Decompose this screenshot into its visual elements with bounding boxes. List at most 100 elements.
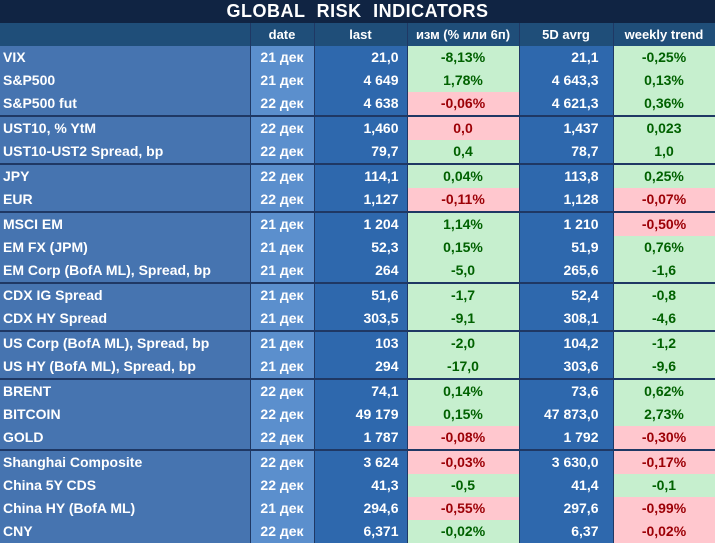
indicator-name: S&P500: [0, 69, 251, 92]
header-5d-average: 5D avrg: [519, 23, 614, 46]
last-value-cell: 49 179: [314, 403, 408, 426]
date-cell: 21 дек: [250, 330, 315, 355]
five-day-average-cell: 52,4: [519, 282, 614, 307]
five-day-average-cell: 1 210: [519, 211, 614, 236]
indicator-name: MSCI EM: [0, 211, 251, 236]
five-day-average-cell: 21,1: [519, 46, 614, 69]
indicator-name: EM Corp (BofA ML), Spread, bp: [0, 259, 251, 283]
five-day-average-cell: 78,7: [519, 140, 614, 164]
date-cell: 21 дек: [250, 46, 315, 69]
five-day-average-cell: 1,128: [519, 188, 614, 212]
table-row: UST10-UST2 Spread, bp 22 дек 79,7 0,4 78,7 1,…: [0, 140, 715, 164]
change-cell: 1,14%: [407, 211, 520, 236]
date-cell: 22 дек: [250, 140, 315, 164]
indicator-name: BRENT: [0, 378, 251, 403]
last-value-cell: 79,7: [314, 140, 408, 164]
date-cell: 21 дек: [250, 307, 315, 331]
date-cell: 22 дек: [250, 188, 315, 212]
five-day-average-cell: 41,4: [519, 474, 614, 497]
indicator-name: UST10-UST2 Spread, bp: [0, 140, 251, 164]
weekly-trend-cell: 2,73%: [613, 403, 715, 426]
sheet-title: GLOBAL RISK INDICATORS: [0, 0, 715, 23]
indicator-name: UST10, % YtM: [0, 115, 251, 140]
date-cell: 22 дек: [250, 92, 315, 116]
date-cell: 21 дек: [250, 236, 315, 259]
table-row: CDX HY Spread 21 дек 303,5 -9,1 308,1 -4,6: [0, 307, 715, 331]
table-row: JPY 22 дек 114,1 0,04% 113,8 0,25%: [0, 163, 715, 188]
weekly-trend-cell: -0,1: [613, 474, 715, 497]
date-cell: 22 дек: [250, 426, 315, 450]
weekly-trend-cell: 1,0: [613, 140, 715, 164]
last-value-cell: 294,6: [314, 497, 408, 520]
table-row: EM FX (JPM) 21 дек 52,3 0,15% 51,9 0,76%: [0, 236, 715, 259]
indicator-name: EUR: [0, 188, 251, 212]
table-row: MSCI EM 21 дек 1 204 1,14% 1 210 -0,50%: [0, 211, 715, 236]
date-cell: 22 дек: [250, 520, 315, 543]
last-value-cell: 4 638: [314, 92, 408, 116]
weekly-trend-cell: -0,8: [613, 282, 715, 307]
change-cell: -0,55%: [407, 497, 520, 520]
last-value-cell: 4 649: [314, 69, 408, 92]
weekly-trend-cell: 0,25%: [613, 163, 715, 188]
weekly-trend-cell: 0,13%: [613, 69, 715, 92]
last-value-cell: 294: [314, 355, 408, 379]
date-cell: 22 дек: [250, 474, 315, 497]
indicator-name: China HY (BofA ML): [0, 497, 251, 520]
five-day-average-cell: 51,9: [519, 236, 614, 259]
weekly-trend-cell: -0,50%: [613, 211, 715, 236]
last-value-cell: 6,371: [314, 520, 408, 543]
weekly-trend-cell: -0,07%: [613, 188, 715, 212]
date-cell: 21 дек: [250, 282, 315, 307]
indicators-table: date last изм (% или 6п) 5D avrg weekly …: [0, 23, 715, 543]
indicator-name: CDX HY Spread: [0, 307, 251, 331]
change-cell: 0,4: [407, 140, 520, 164]
indicator-name: US Corp (BofA ML), Spread, bp: [0, 330, 251, 355]
date-cell: 21 дек: [250, 259, 315, 283]
table-row: China HY (BofA ML) 21 дек 294,6 -0,55% 297,6…: [0, 497, 715, 520]
last-value-cell: 1 787: [314, 426, 408, 450]
five-day-average-cell: 3 630,0: [519, 449, 614, 474]
date-cell: 22 дек: [250, 403, 315, 426]
change-cell: 0,15%: [407, 403, 520, 426]
indicator-name: China 5Y CDS: [0, 474, 251, 497]
last-value-cell: 52,3: [314, 236, 408, 259]
change-cell: -5,0: [407, 259, 520, 283]
weekly-trend-cell: -9,6: [613, 355, 715, 379]
change-cell: -0,5: [407, 474, 520, 497]
change-cell: 0,0: [407, 115, 520, 140]
change-cell: -8,13%: [407, 46, 520, 69]
last-value-cell: 41,3: [314, 474, 408, 497]
weekly-trend-cell: -1,6: [613, 259, 715, 283]
five-day-average-cell: 297,6: [519, 497, 614, 520]
indicator-name: VIX: [0, 46, 251, 69]
table-row: China 5Y CDS 22 дек 41,3 -0,5 41,4 -0,1: [0, 474, 715, 497]
table-row: S&P500 21 дек 4 649 1,78% 4 643,3 0,13%: [0, 69, 715, 92]
change-cell: 0,14%: [407, 378, 520, 403]
header-indicator: [0, 23, 251, 46]
indicator-name: CDX IG Spread: [0, 282, 251, 307]
last-value-cell: 264: [314, 259, 408, 283]
five-day-average-cell: 104,2: [519, 330, 614, 355]
table-row: CNY 22 дек 6,371 -0,02% 6,37 -0,02%: [0, 520, 715, 543]
five-day-average-cell: 308,1: [519, 307, 614, 331]
header-weekly-trend: weekly trend: [613, 23, 715, 46]
last-value-cell: 1 204: [314, 211, 408, 236]
weekly-trend-cell: 0,36%: [613, 92, 715, 116]
table-row: US Corp (BofA ML), Spread, bp 21 дек 103 -2…: [0, 330, 715, 355]
indicator-name: EM FX (JPM): [0, 236, 251, 259]
weekly-trend-cell: -0,17%: [613, 449, 715, 474]
change-cell: -0,08%: [407, 426, 520, 450]
header-row: date last изм (% или 6п) 5D avrg weekly …: [0, 23, 715, 46]
table-row: CDX IG Spread 21 дек 51,6 -1,7 52,4 -0,8: [0, 282, 715, 307]
weekly-trend-cell: -0,99%: [613, 497, 715, 520]
table-row: S&P500 fut 22 дек 4 638 -0,06% 4 621,3 0,36%: [0, 92, 715, 116]
indicator-name: JPY: [0, 163, 251, 188]
last-value-cell: 21,0: [314, 46, 408, 69]
date-cell: 22 дек: [250, 378, 315, 403]
table-row: GOLD 22 дек 1 787 -0,08% 1 792 -0,30%: [0, 426, 715, 450]
change-cell: -2,0: [407, 330, 520, 355]
five-day-average-cell: 113,8: [519, 163, 614, 188]
weekly-trend-cell: 0,62%: [613, 378, 715, 403]
indicator-name: S&P500 fut: [0, 92, 251, 116]
table-row: BITCOIN 22 дек 49 179 0,15% 47 873,0 2,73%: [0, 403, 715, 426]
